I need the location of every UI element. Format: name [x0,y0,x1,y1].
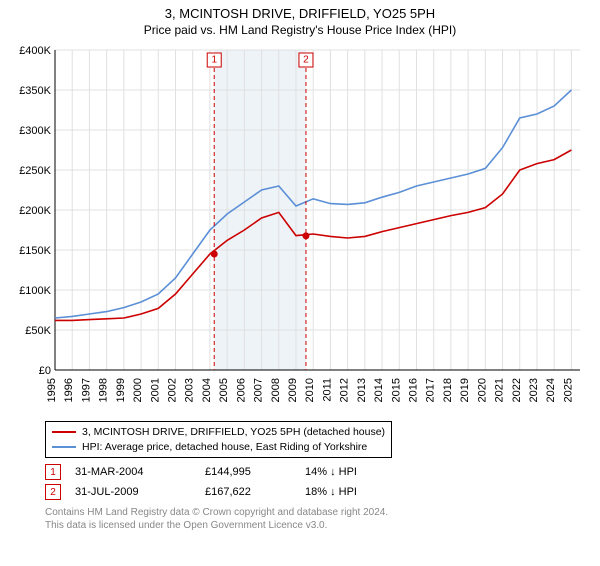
svg-text:2006: 2006 [235,378,247,402]
legend-label: HPI: Average price, detached house, East… [82,440,367,455]
transaction-price: £167,622 [205,486,305,498]
svg-text:2001: 2001 [149,378,161,402]
legend-label: 3, MCINTOSH DRIVE, DRIFFIELD, YO25 5PH (… [82,425,385,440]
svg-text:£0: £0 [39,365,51,377]
svg-text:2017: 2017 [425,378,437,402]
footer-attribution: Contains HM Land Registry data © Crown c… [45,506,600,532]
svg-text:1997: 1997 [80,378,92,402]
transactions-table: 1 31-MAR-2004£144,99514% ↓ HPI 2 31-JUL-200… [45,464,600,500]
transaction-badge: 2 [45,484,61,500]
svg-text:1: 1 [211,55,217,66]
transaction-badge: 1 [45,464,61,480]
svg-text:2015: 2015 [390,378,402,402]
transaction-date: 31-MAR-2004 [75,466,205,478]
svg-text:2013: 2013 [356,378,368,402]
svg-text:£400K: £400K [19,45,51,57]
svg-text:£300K: £300K [19,125,51,137]
svg-text:2011: 2011 [321,378,333,402]
svg-text:£250K: £250K [19,165,51,177]
legend-row: HPI: Average price, detached house, East… [52,440,385,455]
svg-text:2003: 2003 [184,378,196,402]
svg-text:1998: 1998 [98,378,110,402]
legend: 3, MCINTOSH DRIVE, DRIFFIELD, YO25 5PH (… [45,421,392,458]
chart-area: £0 £50K £100K £150K £200K £250K £300K £350K £400… [10,45,590,415]
svg-text:2000: 2000 [132,378,144,402]
svg-text:2023: 2023 [528,378,540,402]
svg-text:2016: 2016 [407,378,419,402]
svg-text:2025: 2025 [562,378,574,402]
legend-row: 3, MCINTOSH DRIVE, DRIFFIELD, YO25 5PH (… [52,425,385,440]
svg-text:2019: 2019 [459,378,471,402]
chart-subtitle: Price paid vs. HM Land Registry's House … [0,23,600,37]
svg-text:2002: 2002 [166,378,178,402]
transaction-row: 1 31-MAR-2004£144,99514% ↓ HPI [45,464,600,480]
svg-text:2007: 2007 [253,378,265,402]
svg-text:1999: 1999 [115,378,127,402]
svg-text:£50K: £50K [25,325,51,337]
svg-text:2024: 2024 [545,378,557,402]
transaction-delta: 18% ↓ HPI [305,486,405,498]
svg-text:2009: 2009 [287,378,299,402]
svg-text:2020: 2020 [476,378,488,402]
transaction-date: 31-JUL-2009 [75,486,205,498]
svg-text:2: 2 [303,55,309,66]
svg-text:2010: 2010 [304,378,316,402]
transaction-delta: 14% ↓ HPI [305,466,405,478]
svg-text:2008: 2008 [270,378,282,402]
svg-text:1995: 1995 [46,378,58,402]
svg-text:2022: 2022 [511,378,523,402]
svg-text:1996: 1996 [63,378,75,402]
svg-text:2012: 2012 [339,378,351,402]
chart-svg: £0 £50K £100K £150K £200K £250K £300K £350K £400… [10,45,590,415]
svg-text:2004: 2004 [201,378,213,402]
svg-text:£200K: £200K [19,205,51,217]
svg-text:£100K: £100K [19,285,51,297]
svg-text:2005: 2005 [218,378,230,402]
svg-text:2014: 2014 [373,378,385,402]
transaction-row: 2 31-JUL-2009£167,62218% ↓ HPI [45,484,600,500]
footer-line-2: This data is licensed under the Open Gov… [45,519,600,532]
footer-line-1: Contains HM Land Registry data © Crown c… [45,506,600,519]
svg-text:2021: 2021 [494,378,506,402]
legend-swatch [52,446,76,448]
svg-text:£350K: £350K [19,85,51,97]
transaction-price: £144,995 [205,466,305,478]
svg-text:2018: 2018 [442,378,454,402]
svg-text:£150K: £150K [19,245,51,257]
chart-title: 3, MCINTOSH DRIVE, DRIFFIELD, YO25 5PH [0,6,600,21]
legend-swatch [52,431,76,433]
